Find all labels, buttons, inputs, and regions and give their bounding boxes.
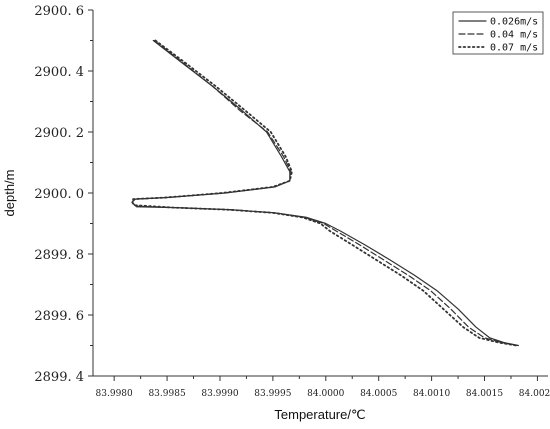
y-tick-label: 2900. 4 — [34, 65, 84, 80]
legend: 0.026m/s 0.04 m/s 0.07 m/s — [452, 11, 544, 55]
y-axis-title: depth/m — [2, 170, 17, 217]
x-tick-label: 83.9990 — [201, 389, 238, 399]
y-tick-label: 2899. 8 — [34, 248, 84, 263]
axis-ticks: 83.9980 83.9985 83.9990 83.9995 84.0000 84.00… — [34, 4, 550, 399]
y-tick-label: 2900. 0 — [34, 187, 84, 202]
legend-label-2: 0.04 m/s — [490, 30, 538, 41]
legend-label-1: 0.026m/s — [490, 17, 538, 28]
x-tick-label: 84.0015 — [466, 389, 503, 399]
x-tick-label: 83.9995 — [254, 389, 291, 399]
plot-frame — [92, 10, 548, 377]
series-line-1 — [131, 39, 519, 347]
y-tick-label: 2900. 2 — [34, 126, 84, 141]
x-tick-label: 84.0000 — [307, 389, 344, 399]
y-tick-label: 2899. 6 — [34, 309, 84, 324]
series-line-2 — [131, 39, 518, 347]
series-line-3 — [131, 39, 518, 347]
x-tick-label: 83.9980 — [96, 389, 133, 399]
x-tick-label: 84.0010 — [413, 389, 450, 399]
x-tick-label: 83.9985 — [148, 389, 185, 399]
series-layer — [131, 39, 519, 347]
x-tick-label: 84.0005 — [360, 389, 397, 399]
x-axis-title: Temperature/℃ — [274, 407, 365, 422]
x-tick-label: 84.0020 — [519, 389, 550, 399]
y-tick-label: 2899. 4 — [34, 370, 84, 385]
y-tick-label: 2900. 6 — [34, 4, 84, 19]
legend-label-3: 0.07 m/s — [490, 43, 538, 54]
